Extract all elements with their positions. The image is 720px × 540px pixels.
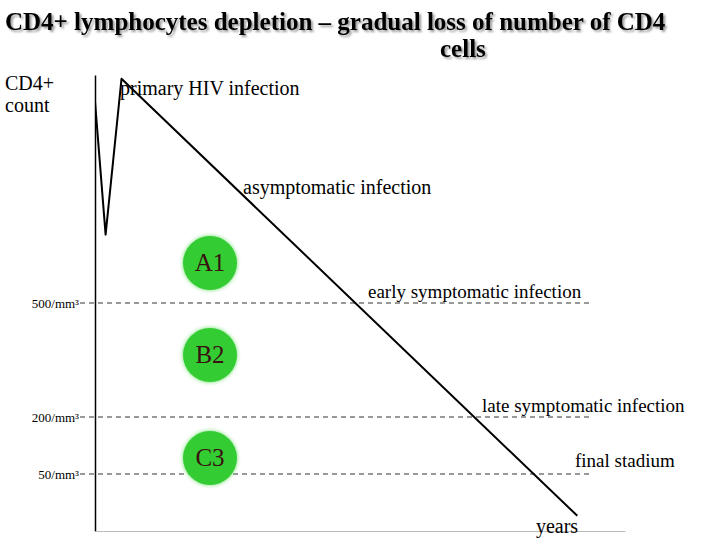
grid-line	[80, 417, 590, 418]
annotation: primary HIV infection	[120, 77, 300, 100]
y-tick-label: 200/mm³	[32, 410, 79, 425]
stage-circle	[183, 431, 237, 485]
grid-line	[80, 474, 590, 475]
y-tick: 500/mm³	[32, 296, 95, 311]
annotation: asymptomatic infection	[243, 176, 431, 199]
stage-label: C3	[195, 444, 224, 471]
y-tick-label: 500/mm³	[32, 296, 79, 311]
annotation: late symptomatic infection	[482, 395, 685, 416]
annotation: early symptomatic infection	[368, 281, 582, 302]
x-axis-title: years	[536, 515, 578, 538]
stage-label: A1	[195, 249, 226, 276]
stage-circle	[183, 328, 237, 382]
grid	[80, 303, 590, 474]
grid-line	[80, 303, 590, 304]
y-tick-label: 50/mm³	[38, 467, 79, 482]
y-axis: 500/mm³ 200/mm³ 50/mm³	[32, 76, 96, 532]
y-axis-line	[95, 76, 97, 532]
y-tick: 200/mm³	[32, 410, 95, 425]
y-axis-title: CD4+ count	[5, 72, 59, 116]
annotations: primary HIV infection asymptomatic infect…	[120, 77, 685, 471]
chart: CD4+ lymphocytes depletion – gradual los…	[0, 0, 720, 540]
stages: A1 B2 C3	[183, 236, 237, 485]
annotation: final stadium	[575, 450, 675, 471]
title: CD4+ lymphocytes depletion – gradual los…	[5, 8, 672, 62]
stage-label: B2	[195, 341, 224, 368]
y-tick: 50/mm³	[38, 467, 95, 482]
stage-circle	[183, 236, 237, 290]
